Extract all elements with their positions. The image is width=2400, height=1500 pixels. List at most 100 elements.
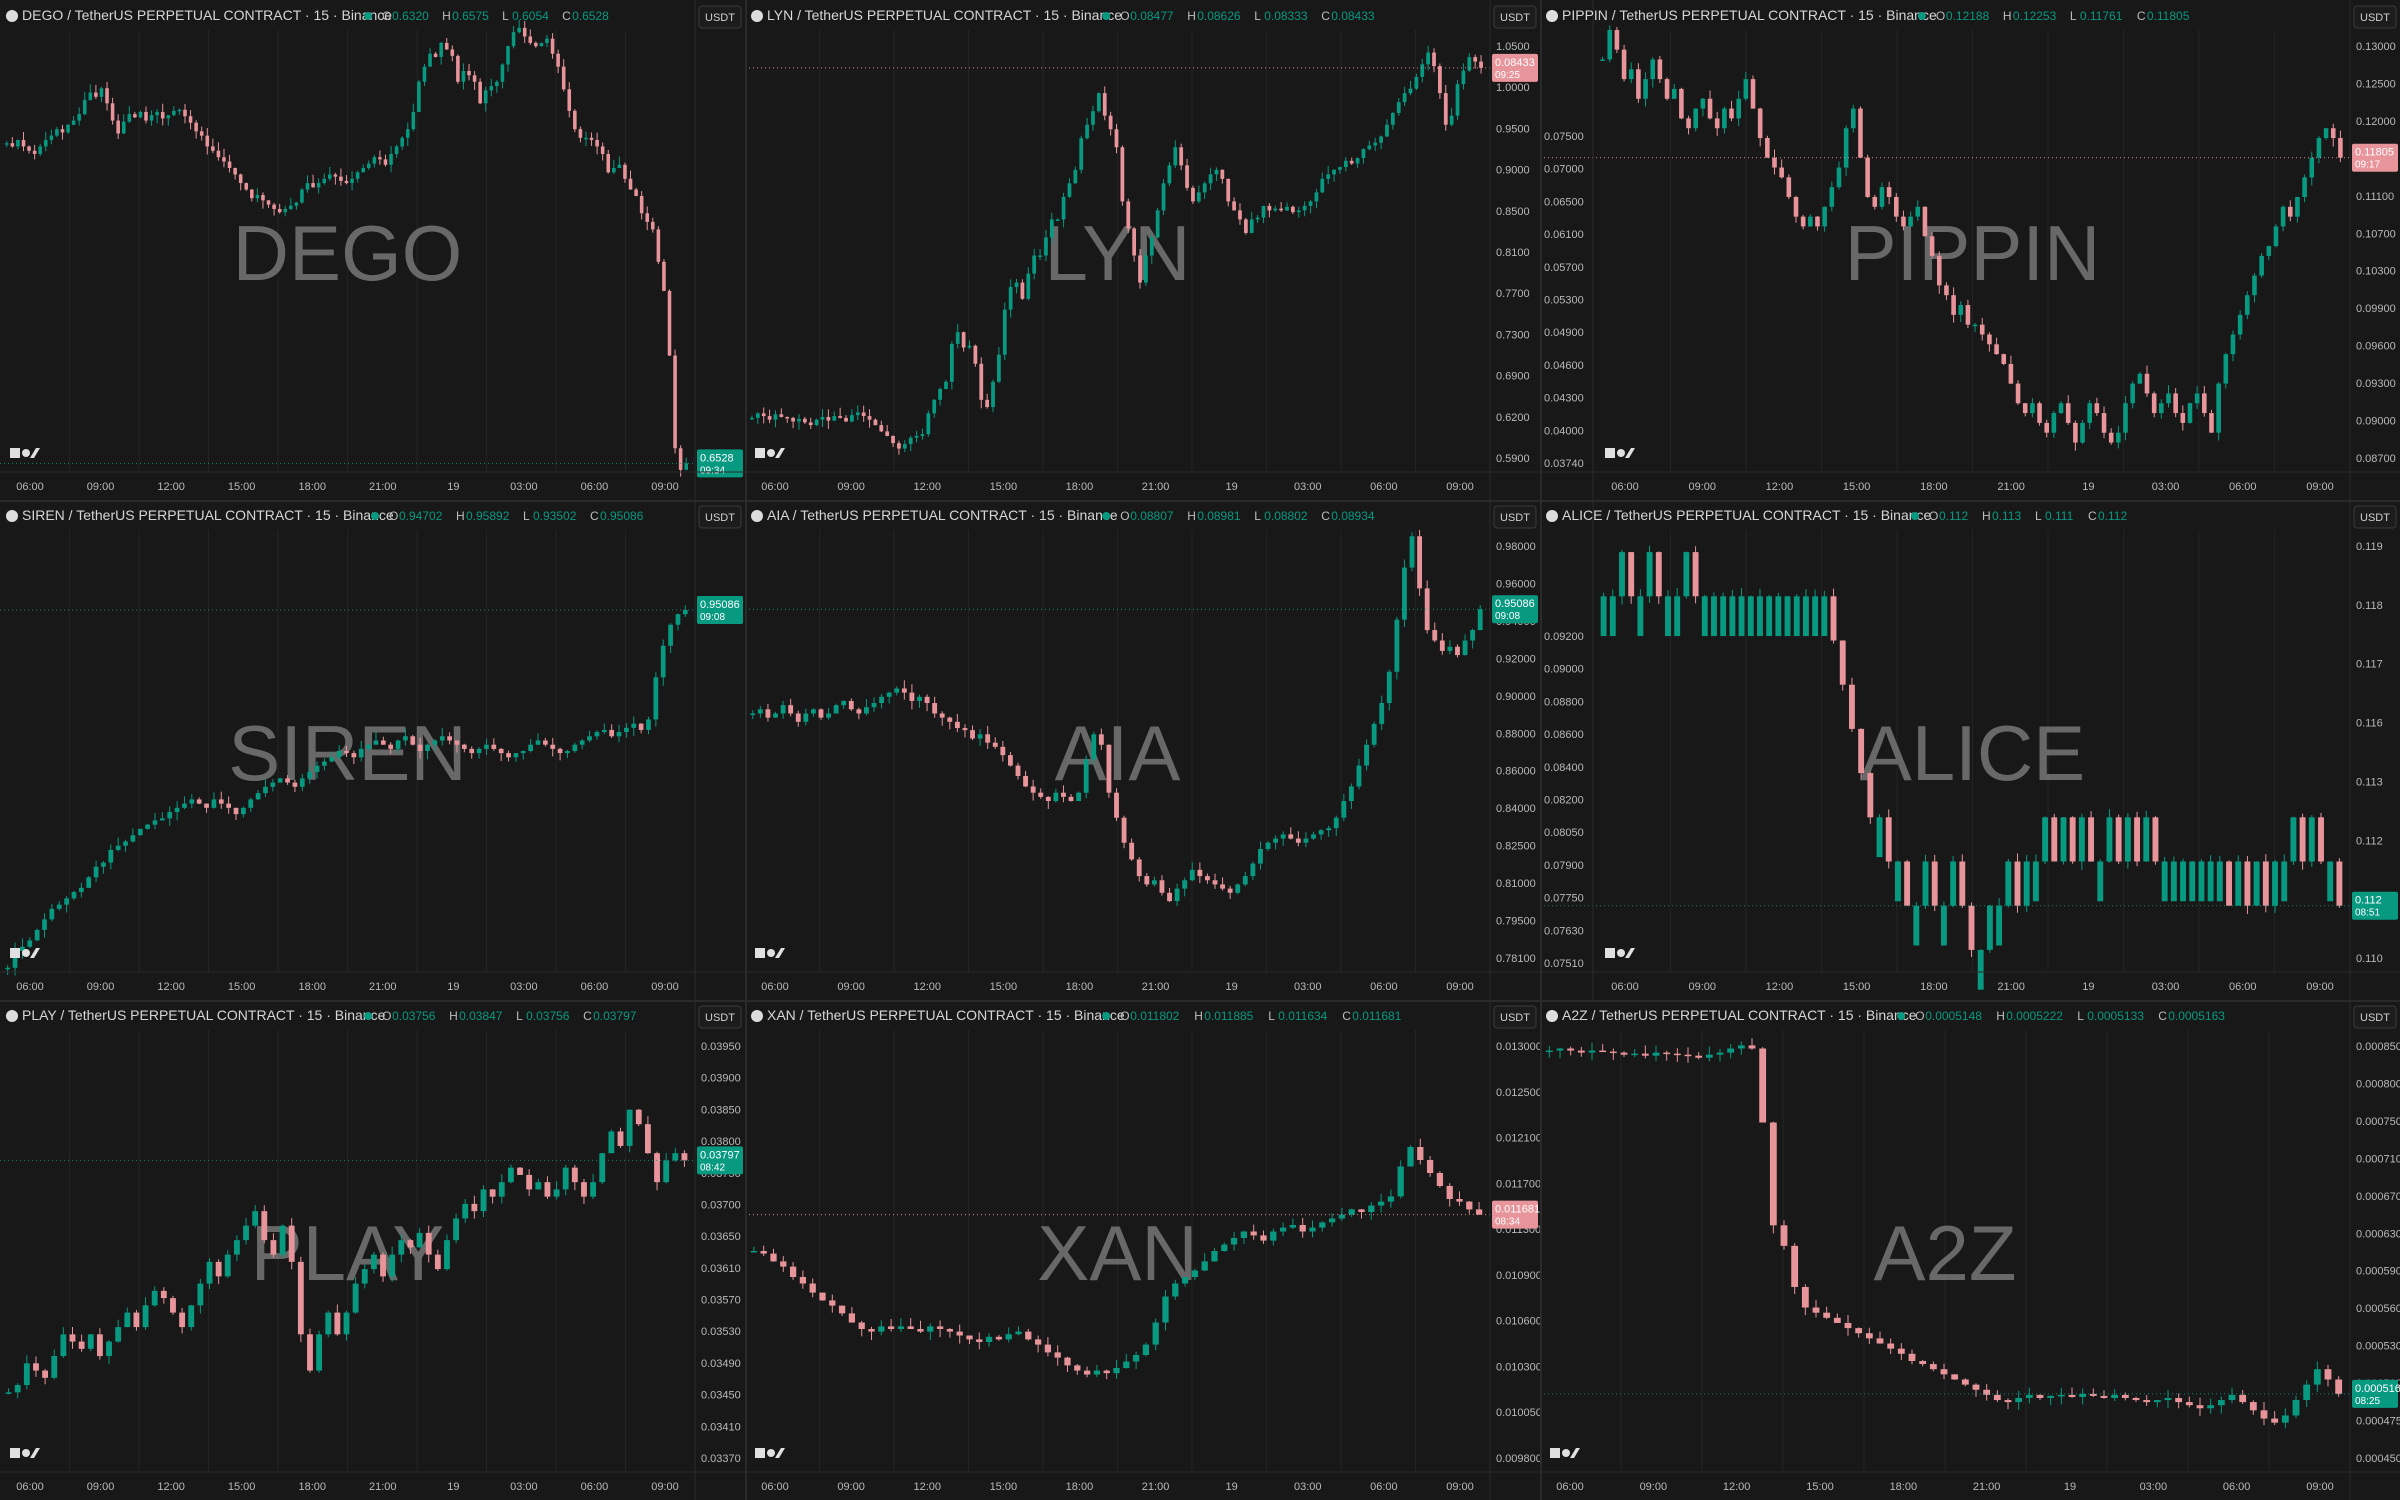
- panel-divider[interactable]: [0, 1000, 2400, 1002]
- time-axis[interactable]: 06:00 09:00 12:00 15:00 18:00 21:00 19 03:00 06:…: [1540, 471, 2400, 493]
- currency-button-bg[interactable]: [2353, 1005, 2397, 1029]
- currency-button-bg[interactable]: [1493, 1005, 1537, 1029]
- candle-body: [626, 1109, 633, 1146]
- chart-svg[interactable]: PLAY0.039500.039000.038500.038000.037500…: [0, 1000, 745, 1500]
- price-axis[interactable]: 0.130000.125000.120000.115000.111000.107…: [2349, 0, 2396, 500]
- chart-svg[interactable]: AIA0.980000.960000.940000.920000.900000.…: [745, 500, 1540, 1000]
- panel-divider[interactable]: [0, 500, 2400, 502]
- candle-body: [567, 89, 572, 111]
- candle-body: [1637, 596, 1644, 637]
- x-tick-label: 09:00: [87, 1481, 115, 1493]
- time-axis[interactable]: 06:00 09:00 12:00 15:00 18:00 21:00 19 03:00 06:…: [745, 471, 1540, 493]
- candle-body: [2272, 861, 2278, 906]
- chart-panel-dego[interactable]: DEGO 0.6528 09:34 06:00 09:00 12:00 15:00 18:00…: [0, 0, 745, 500]
- chart-panel-a2z[interactable]: A2Z0.00085000.00080000.00075000.00071000…: [1540, 1000, 2400, 1500]
- x-tick-label: 06:00: [1370, 481, 1398, 493]
- symbol-logo-icon: [6, 1010, 18, 1022]
- candle-body: [361, 167, 365, 173]
- currency-button[interactable]: USDT: [1493, 5, 1537, 29]
- chart-svg[interactable]: LYN 1.0500 1.0000 0.9500 0.9000 0.8500 0.8100 0…: [745, 0, 1540, 500]
- candle-body: [1650, 59, 1656, 80]
- currency-button-bg[interactable]: [2353, 505, 2397, 529]
- chart-svg[interactable]: PIPPIN 0.130000.125000.120000.115000.1110…: [1540, 0, 2400, 500]
- time-axis[interactable]: 06:00 09:00 12:00 15:00 18:00 21:00 19 03:00 06:…: [745, 1471, 1540, 1493]
- y-tick-label: 0.03900: [701, 1073, 741, 1085]
- chart-header[interactable]: AIA / TetherUS PERPETUAL CONTRACT · 15 ·…: [751, 507, 1375, 523]
- candle-body: [1064, 1357, 1071, 1366]
- currency-button-bg[interactable]: [1493, 505, 1537, 529]
- currency-button-bg[interactable]: [698, 1005, 742, 1029]
- candle-body: [1872, 196, 1878, 207]
- time-axis[interactable]: 06:00 09:00 12:00 15:00 18:00 21:00 19 03:00 06:…: [745, 971, 1540, 993]
- chart-svg[interactable]: ALICE 0.119 0.118 0.117 0.116 0.113 0.112 0.111…: [1540, 500, 2400, 1000]
- candle-body: [2187, 403, 2193, 423]
- time-axis[interactable]: 06:00 09:00 12:00 15:00 18:00 21:00 19 03:00 06:…: [0, 1471, 745, 1493]
- time-axis[interactable]: 06:00 09:00 12:00 15:00 18:00 21:00 19 03:00 06:…: [1540, 971, 2400, 993]
- candle-body: [949, 343, 954, 382]
- chart-panel-alice[interactable]: ALICE 0.119 0.118 0.117 0.116 0.113 0.112 0.111…: [1540, 500, 2400, 1000]
- price-axis[interactable]: 0.980000.960000.940000.920000.900000.880…: [1489, 500, 1536, 1000]
- price-axis[interactable]: 0.039500.039000.038500.038000.037500.037…: [694, 1000, 741, 1500]
- currency-button[interactable]: USDT: [2353, 5, 2397, 29]
- x-tick-label: 21:00: [1142, 481, 1170, 493]
- chart-panel-pippin[interactable]: PIPPIN 0.130000.125000.120000.115000.1110…: [1540, 0, 2400, 500]
- symbol-watermark: PIPPIN: [1845, 209, 2101, 297]
- left-price-axis[interactable]: 0.07500 0.07000 0.06500 0.06100 0.05700 0.053…: [1544, 0, 1594, 500]
- candle-body: [283, 208, 288, 213]
- candle-body: [1123, 1361, 1130, 1368]
- ohlc-h-value: 0.12253: [2013, 9, 2057, 23]
- currency-button[interactable]: USDT: [2353, 1005, 2397, 1029]
- y-tick-label: 0.12000: [2356, 116, 2396, 128]
- currency-button[interactable]: USDT: [698, 1005, 742, 1029]
- currency-button-bg[interactable]: [698, 505, 742, 529]
- currency-button[interactable]: USDT: [1493, 505, 1537, 529]
- candle-body: [1643, 79, 1648, 99]
- chart-panel-lyn[interactable]: LYN 1.0500 1.0000 0.9500 0.9000 0.8500 0.8100 0…: [745, 0, 1540, 500]
- chart-header[interactable]: SIREN / TetherUS PERPETUAL CONTRACT · 15…: [6, 507, 644, 523]
- chart-svg[interactable]: XAN 0.013000 0.012500 0.012100 0.011700 0.011…: [745, 1000, 1540, 1500]
- panel-divider[interactable]: [1540, 0, 1542, 1500]
- currency-button[interactable]: USDT: [698, 5, 742, 29]
- candle-body: [105, 88, 109, 104]
- candle-body: [897, 443, 901, 449]
- currency-button-bg[interactable]: [2353, 5, 2397, 29]
- currency-button[interactable]: USDT: [1493, 1005, 1537, 1029]
- candle-body: [1620, 1052, 1628, 1055]
- price-axis[interactable]: 0.0130000.0125000.0121000.0117000.011300…: [1489, 1000, 1540, 1500]
- chart-panel-siren[interactable]: SIREN 0.95086 09:08 06:00 09:00 12:00 15:00 18:…: [0, 500, 745, 1000]
- candle-body: [1144, 255, 1148, 283]
- chart-panel-xan[interactable]: XAN 0.013000 0.012500 0.012100 0.011700 0.011…: [745, 1000, 1540, 1500]
- left-tick-label: 0.07510: [1544, 958, 1584, 970]
- chart-header[interactable]: DEGO / TetherUS PERPETUAL CONTRACT · 15 …: [6, 7, 609, 23]
- time-axis[interactable]: 06:00 09:00 12:00 15:00 18:00 21:00 19 03:00 06:…: [0, 471, 745, 493]
- candle-body: [545, 38, 549, 43]
- currency-button-bg[interactable]: [1493, 5, 1537, 29]
- currency-button[interactable]: USDT: [2353, 505, 2397, 529]
- time-axis[interactable]: 06:00 09:00 12:00 15:00 18:00 21:00 19 03:00 06:…: [1540, 1471, 2400, 1493]
- chart-header[interactable]: LYN / TetherUS PERPETUAL CONTRACT · 15 ·…: [751, 7, 1375, 23]
- y-tick-label: 0.113: [2356, 776, 2383, 788]
- chart-header[interactable]: PIPPIN / TetherUS PERPETUAL CONTRACT · 1…: [1546, 7, 2190, 23]
- chart-panel-play[interactable]: PLAY0.039500.039000.038500.038000.037500…: [0, 1000, 745, 1500]
- chart-header[interactable]: ALICE / TetherUS PERPETUAL CONTRACT · 15…: [1546, 507, 2127, 523]
- candle-body: [539, 42, 544, 47]
- panel-divider[interactable]: [745, 0, 747, 1500]
- chart-header[interactable]: A2Z / TetherUS PERPETUAL CONTRACT · 15 ·…: [1546, 1007, 2225, 1023]
- ohlc-label: C: [2088, 509, 2097, 523]
- candle-body: [2196, 1405, 2204, 1409]
- currency-button-bg[interactable]: [698, 5, 742, 29]
- chart-panel-aia[interactable]: AIA0.980000.960000.940000.920000.900000.…: [745, 500, 1540, 1000]
- chart-header[interactable]: PLAY / TetherUS PERPETUAL CONTRACT · 15 …: [6, 1007, 637, 1023]
- currency-label: USDT: [1500, 512, 1530, 524]
- chart-svg[interactable]: A2Z0.00085000.00080000.00075000.00071000…: [1540, 1000, 2400, 1500]
- left-price-axis[interactable]: 0.09200 0.09000 0.08800 0.08600 0.08400 0.082…: [1544, 500, 1594, 1000]
- price-axis[interactable]: 1.0500 1.0000 0.9500 0.9000 0.8500 0.8100 0.77…: [1489, 0, 1530, 500]
- candle-body: [238, 174, 243, 184]
- time-axis[interactable]: 06:00 09:00 12:00 15:00 18:00 21:00 19 03:00 06:…: [0, 971, 745, 993]
- chart-header[interactable]: XAN / TetherUS PERPETUAL CONTRACT · 15 ·…: [751, 1007, 1402, 1023]
- currency-button[interactable]: USDT: [698, 505, 742, 529]
